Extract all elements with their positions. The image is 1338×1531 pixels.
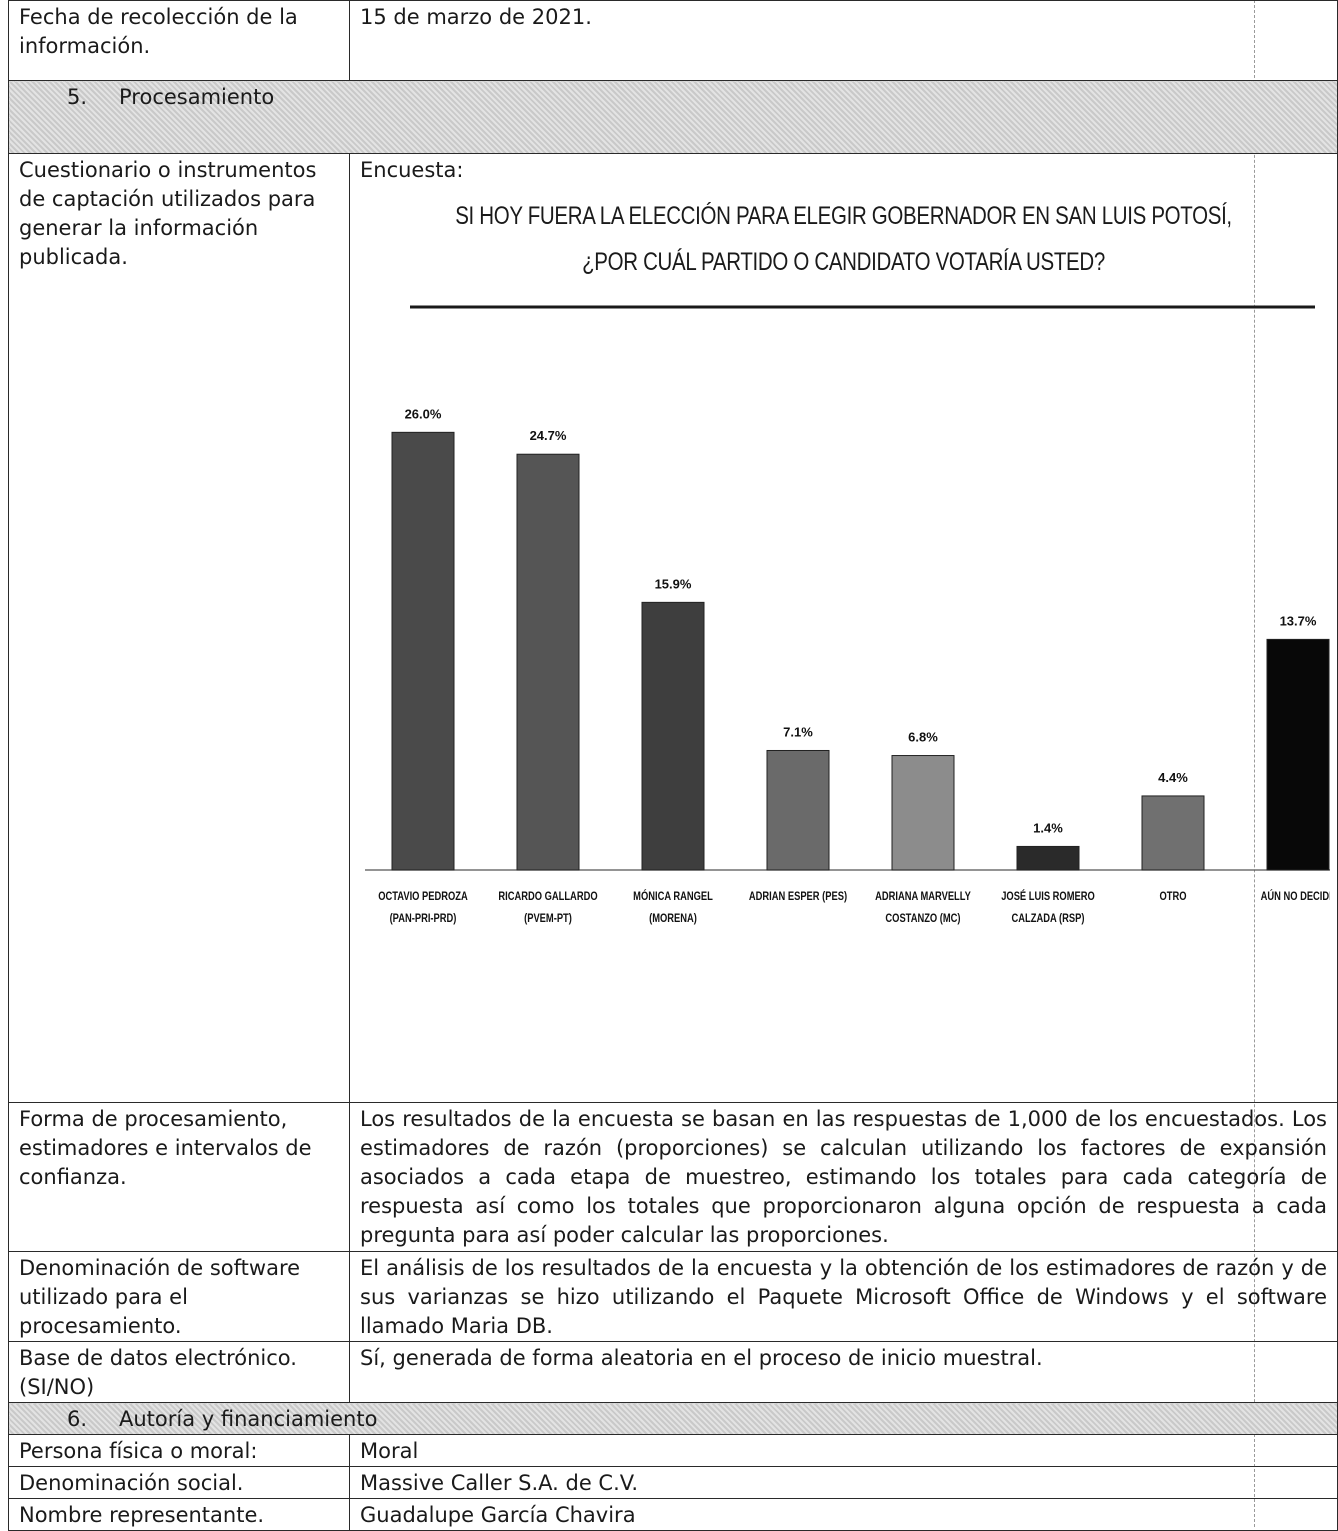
cuestionario-value: Encuesta: bbox=[360, 158, 464, 182]
row-base: Base de datos electrónico. (SI/NO) Sí, g… bbox=[8, 1341, 1338, 1403]
category-label-3-0: ADRIAN ESPER (PES) bbox=[749, 890, 848, 903]
section-6-header: 6. Autoría y financiamiento bbox=[8, 1402, 1338, 1435]
bar-0 bbox=[391, 431, 455, 871]
bar-chart: 26.0% OCTAVIO PEDROZA (PAN-PRI-PRD) 24.7% RI… bbox=[360, 287, 1335, 1102]
base-value: Sí, generada de forma aleatoria en el pr… bbox=[349, 1341, 1338, 1403]
bar-5 bbox=[1016, 845, 1080, 871]
bar-3 bbox=[766, 749, 830, 871]
data-label-2: 15.9% bbox=[655, 576, 692, 591]
row-representante: Nombre representante. Guadalupe García C… bbox=[8, 1498, 1338, 1531]
bar-4 bbox=[891, 755, 955, 871]
section-5-header: 5. Procesamiento bbox=[8, 80, 1338, 154]
data-label-3: 7.1% bbox=[783, 724, 813, 739]
fecha-value: 15 de marzo de 2021. bbox=[349, 0, 1338, 81]
row-denominacion: Denominación social. Massive Caller S.A.… bbox=[8, 1466, 1338, 1499]
chart-title-line2: ¿POR CUÁL PARTIDO O CANDIDATO VOTARÍA US… bbox=[582, 248, 1105, 276]
section-6-title: Autoría y financiamiento bbox=[119, 1407, 378, 1431]
software-label: Denominación de software utilizado para … bbox=[8, 1251, 350, 1342]
base-label: Base de datos electrónico. (SI/NO) bbox=[8, 1341, 350, 1403]
bar-7 bbox=[1266, 638, 1330, 871]
bar-chart-svg: 26.0% OCTAVIO PEDROZA (PAN-PRI-PRD) 24.7% RI… bbox=[365, 305, 1335, 925]
section-5-title: Procesamiento bbox=[119, 85, 275, 109]
persona-value: Moral bbox=[349, 1434, 1338, 1467]
software-value: El análisis de los resultados de la encu… bbox=[349, 1251, 1338, 1342]
category-label-2-1: (MORENA) bbox=[649, 912, 697, 925]
denominacion-value: Massive Caller S.A. de C.V. bbox=[349, 1466, 1338, 1499]
category-label-5-1: CALZADA (RSP) bbox=[1012, 912, 1085, 925]
category-label-1-0: RICARDO GALLARDO bbox=[498, 890, 597, 903]
category-label-0-0: OCTAVIO PEDROZA bbox=[378, 890, 468, 903]
row-software: Denominación de software utilizado para … bbox=[8, 1251, 1338, 1342]
representante-label: Nombre representante. bbox=[8, 1498, 350, 1531]
category-label-6-0: OTRO bbox=[1159, 890, 1186, 903]
data-label-7: 13.7% bbox=[1280, 613, 1317, 628]
category-label-5-0: JOSÉ LUIS ROMERO bbox=[1001, 889, 1095, 903]
data-label-6: 4.4% bbox=[1158, 770, 1188, 785]
category-label-1-1: (PVEM-PT) bbox=[524, 912, 572, 925]
row-persona: Persona física o moral: Moral bbox=[8, 1434, 1338, 1467]
bar-1 bbox=[516, 453, 580, 871]
persona-label: Persona física o moral: bbox=[8, 1434, 350, 1467]
section-autoria: 6. Autoría y financiamiento bbox=[8, 1402, 1338, 1435]
survey-document: Fecha de recolección de la información. … bbox=[8, 0, 1338, 1531]
data-label-1: 24.7% bbox=[530, 428, 567, 443]
section-procesamiento: 5. Procesamiento bbox=[8, 80, 1338, 154]
category-label-4-0: ADRIANA MARVELLY bbox=[875, 890, 971, 903]
bar-2 bbox=[641, 601, 705, 871]
data-label-5: 1.4% bbox=[1033, 820, 1063, 835]
fecha-label: Fecha de recolección de la información. bbox=[8, 0, 350, 81]
forma-label: Forma de procesamiento, estimadores e in… bbox=[8, 1102, 350, 1252]
row-cuestionario: Cuestionario o instrumentos de captación… bbox=[8, 153, 1338, 1103]
denominacion-label: Denominación social. bbox=[8, 1466, 350, 1499]
row-fecha: Fecha de recolección de la información. … bbox=[8, 0, 1338, 81]
data-label-0: 26.0% bbox=[405, 406, 442, 421]
data-label-4: 6.8% bbox=[908, 730, 938, 745]
bar-6 bbox=[1141, 795, 1205, 871]
category-label-7-0: AÚN NO DECIDE bbox=[1261, 889, 1330, 903]
section-5-number: 5. bbox=[67, 85, 88, 109]
survey-info-table: Fecha de recolección de la información. … bbox=[8, 0, 1338, 1531]
row-forma: Forma de procesamiento, estimadores e in… bbox=[8, 1102, 1338, 1252]
category-label-4-1: COSTANZO (MC) bbox=[885, 912, 960, 925]
category-label-2-0: MÓNICA RANGEL bbox=[633, 889, 713, 903]
cuestionario-cell: Encuesta: SI HOY FUERA LA ELECCIÓN PARA … bbox=[349, 153, 1338, 1103]
chart-title-line1: SI HOY FUERA LA ELECCIÓN PARA ELEGIR GOB… bbox=[455, 202, 1232, 230]
category-label-0-1: (PAN-PRI-PRD) bbox=[390, 912, 457, 925]
section-6-number: 6. bbox=[67, 1407, 88, 1431]
forma-value: Los resultados de la encuesta se basan e… bbox=[349, 1102, 1338, 1252]
cuestionario-label: Cuestionario o instrumentos de captación… bbox=[8, 153, 350, 1103]
representante-value: Guadalupe García Chavira bbox=[349, 1498, 1338, 1531]
chart-title-block: SI HOY FUERA LA ELECCIÓN PARA ELEGIR GOB… bbox=[360, 193, 1327, 285]
